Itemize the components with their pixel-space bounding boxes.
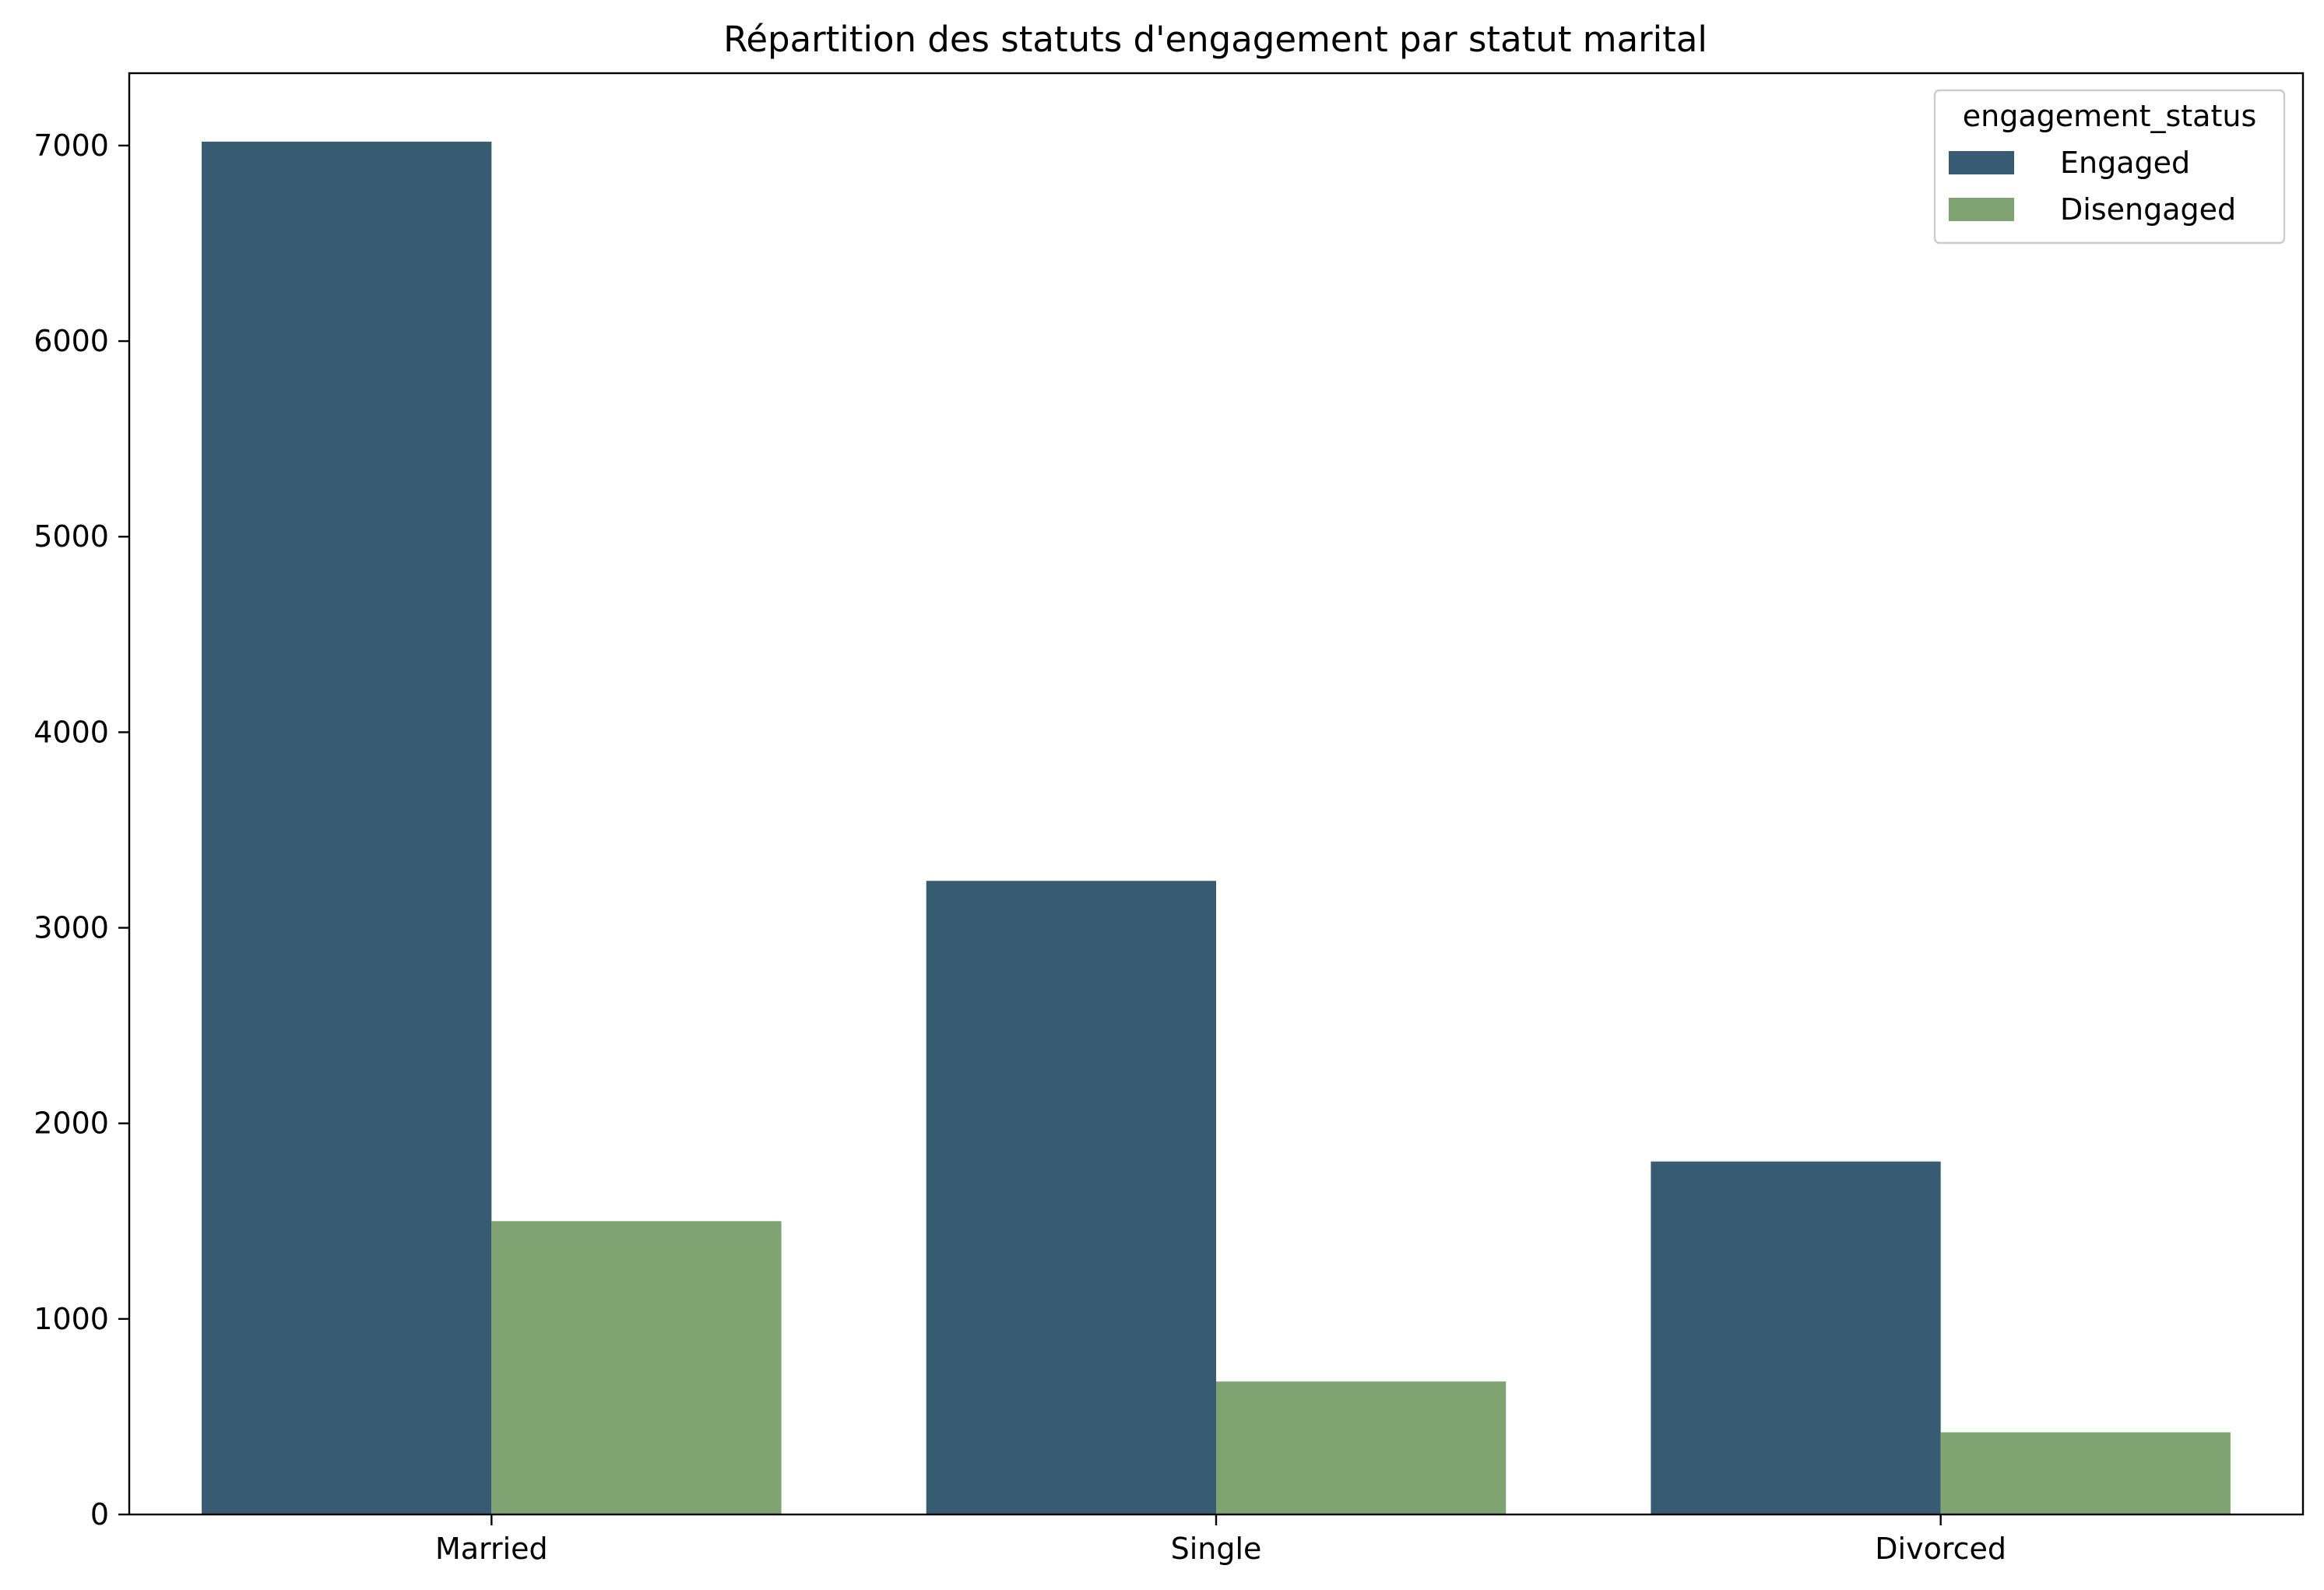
- bar-divorced-disengaged: [1940, 1432, 2231, 1514]
- legend-title: engagement_status: [1963, 99, 2257, 133]
- legend-box: [1933, 89, 2286, 244]
- y-tick-label: 5000: [33, 519, 109, 554]
- x-tick-label: Married: [435, 1532, 548, 1566]
- y-tick-label: 0: [90, 1497, 109, 1532]
- x-tick-label: Single: [1171, 1532, 1262, 1566]
- legend-swatch-disengaged: [1949, 198, 2014, 221]
- y-tick-label: 2000: [33, 1106, 109, 1141]
- bar-divorced-engaged: [1651, 1161, 1941, 1514]
- bar-married-disengaged: [491, 1221, 782, 1514]
- legend[interactable]: engagement_status Engaged Disengaged: [1933, 89, 2286, 244]
- legend-label-engaged: Engaged: [2060, 146, 2190, 180]
- bars-group: [202, 141, 2231, 1514]
- y-tick-label: 7000: [33, 128, 109, 163]
- legend-label-disengaged: Disengaged: [2060, 192, 2236, 227]
- bar-single-disengaged: [1216, 1381, 1507, 1514]
- x-tick-label: Divorced: [1875, 1532, 2006, 1566]
- x-axis: Married Single Divorced: [435, 1514, 2006, 1566]
- y-tick-label: 4000: [33, 715, 109, 749]
- bar-married-engaged: [202, 141, 492, 1514]
- y-axis: 0 1000 2000 3000 4000 5000 6000 7000: [33, 128, 129, 1532]
- bar-single-engaged: [926, 881, 1216, 1514]
- y-tick-label: 6000: [33, 324, 109, 358]
- legend-swatch-engaged: [1949, 151, 2014, 174]
- chart-title: Répartition des statuts d'engagement par…: [723, 19, 1707, 60]
- y-tick-label: 1000: [33, 1302, 109, 1336]
- y-tick-label: 3000: [33, 911, 109, 945]
